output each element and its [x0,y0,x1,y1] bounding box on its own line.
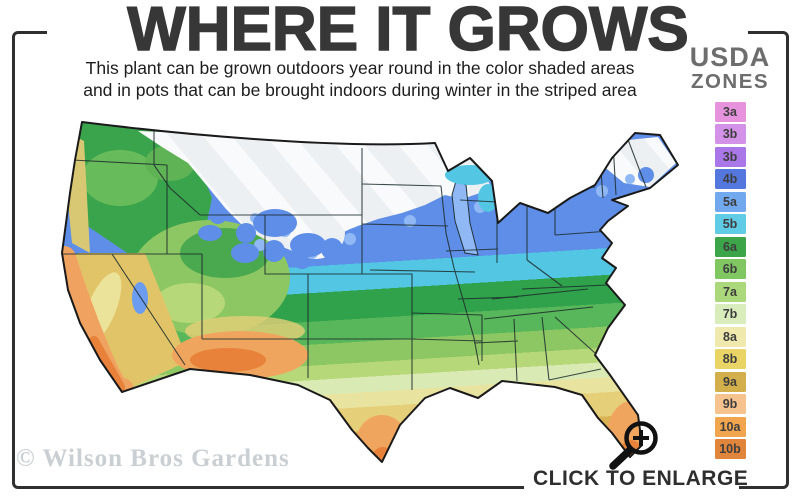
zone-chip-9a: 9a [714,371,746,392]
border-gap-top [47,27,748,38]
zone-chip-7b: 7b [714,304,746,325]
border-gap-bottom [524,483,739,494]
zone-chip-3b: 3b [714,124,746,145]
zone-list: 3a 3b 3b 4b 5a 5b 6a 6b 7a 7b 8a 8b 9a 9b 10a 10b [682,101,778,460]
us-outline [61,121,679,463]
page-title: WHERE IT GROWS [127,0,690,65]
usda-zones-map [50,103,700,483]
legend-title-usda: USDA [689,42,771,72]
zone-chip-6b: 6b [714,259,746,280]
click-to-enlarge-button[interactable]: CLICK TO ENLARGE [533,410,749,490]
watermark: © Wilson Bros Gardens [16,445,290,472]
zone-chip-3a: 3a [714,101,746,122]
striped-area-north [138,131,496,253]
zone-chip-6a: 6a [714,236,746,257]
zone-chip-4b: 4b [714,169,746,190]
subtitle-line-1: This plant can be grown outdoors year ro… [85,58,635,78]
zone-chip-3b: 3b [714,146,746,167]
click-to-enlarge-label[interactable]: CLICK TO ENLARGE [533,467,749,490]
zone-chip-10b: 10b [714,439,746,460]
lake-michigan [451,180,479,256]
magnifier-zoom-icon[interactable] [605,410,667,472]
zone-chip-5a: 5a [714,191,746,212]
state-borders [63,125,647,390]
usda-zones-legend: USDA ZONES 3a 3b 3b 4b 5a 5b 6a 6b 7a 7b 8a 8b 9a 9b 1… [682,42,778,460]
zone-chip-8a: 8a [714,326,746,347]
zone-chip-7a: 7a [714,281,746,302]
zone-chip-5b: 5b [714,214,746,235]
zone-chip-8b: 8b [714,349,746,370]
subtitle-line-2: and in pots that can be brought indoors … [83,79,637,100]
subtitle: This plant can be grown outdoors year ro… [30,58,690,102]
legend-title-zones: ZONES [690,70,770,93]
zone-chip-10a: 10a [714,416,746,437]
zone-chip-9b: 9b [714,394,746,415]
us-map-svg [61,121,679,463]
